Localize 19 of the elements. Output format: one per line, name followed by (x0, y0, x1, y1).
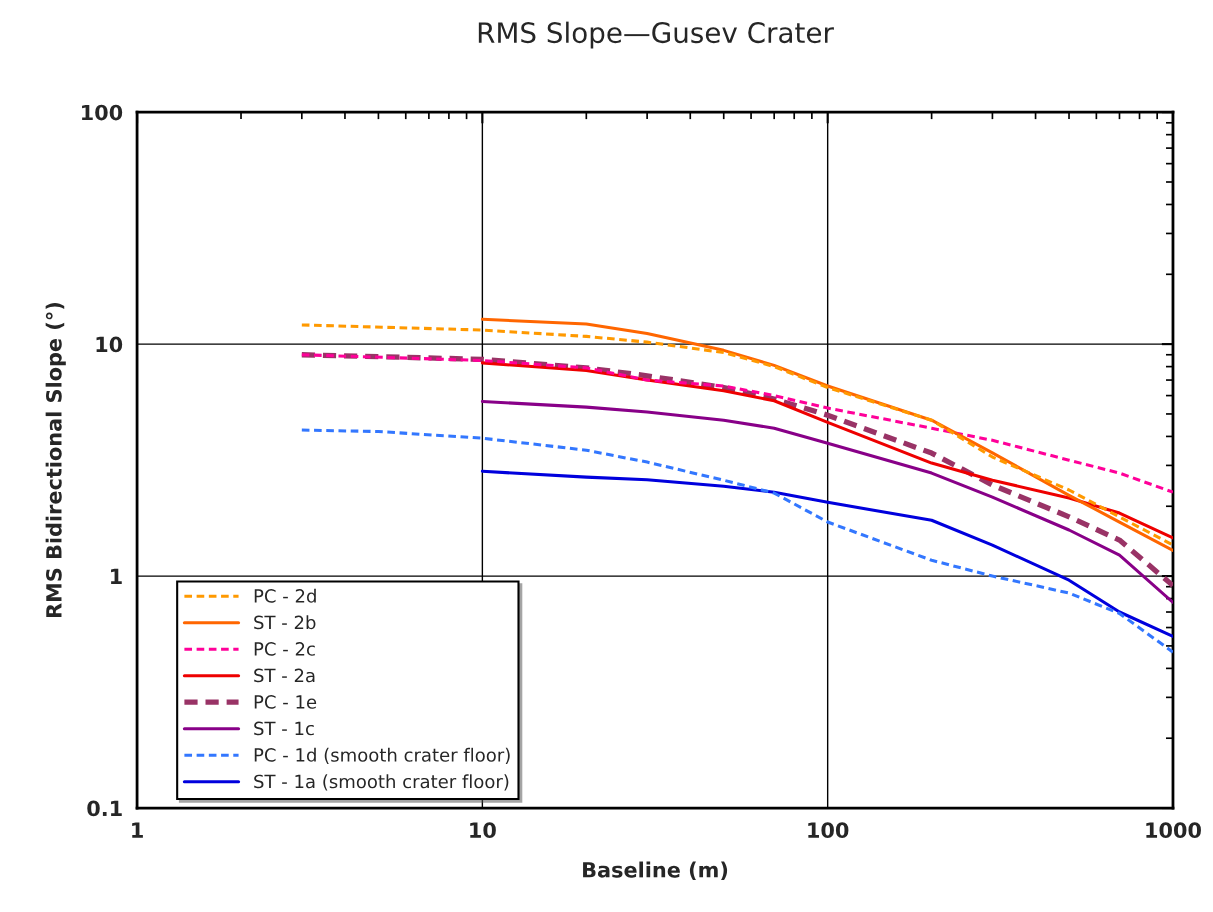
y-tick-label: 1 (111, 568, 122, 584)
y-tick-label: 10 (96, 336, 123, 353)
x-tick-label: 1 (132, 822, 143, 838)
x-tick-label: 1000 (1146, 822, 1201, 839)
y-axis-title: RMS Bidirectional Slope (°) (45, 303, 66, 618)
chart-title: RMS Slope—Gusev Crater (478, 21, 834, 49)
legend-label: PC - 2c (254, 642, 315, 656)
y-tick-label: 100 (82, 104, 123, 121)
legend-label: ST - 2a (254, 668, 315, 683)
y-tick-label: 0.1 (87, 800, 122, 817)
x-tick-label: 10 (470, 822, 496, 839)
x-tick-label: 100 (808, 822, 849, 839)
legend-label: PC - 1d (smooth crater floor) (254, 747, 510, 764)
x-axis-title: Baseline (m) (583, 861, 728, 881)
legend-label: ST - 1a (smooth crater floor) (254, 774, 509, 791)
legend-label: ST - 2b (254, 615, 316, 630)
legend-label: PC - 2d (254, 588, 316, 603)
legend-label: PC - 1e (254, 695, 317, 709)
legend-label: ST - 1c (254, 721, 314, 736)
